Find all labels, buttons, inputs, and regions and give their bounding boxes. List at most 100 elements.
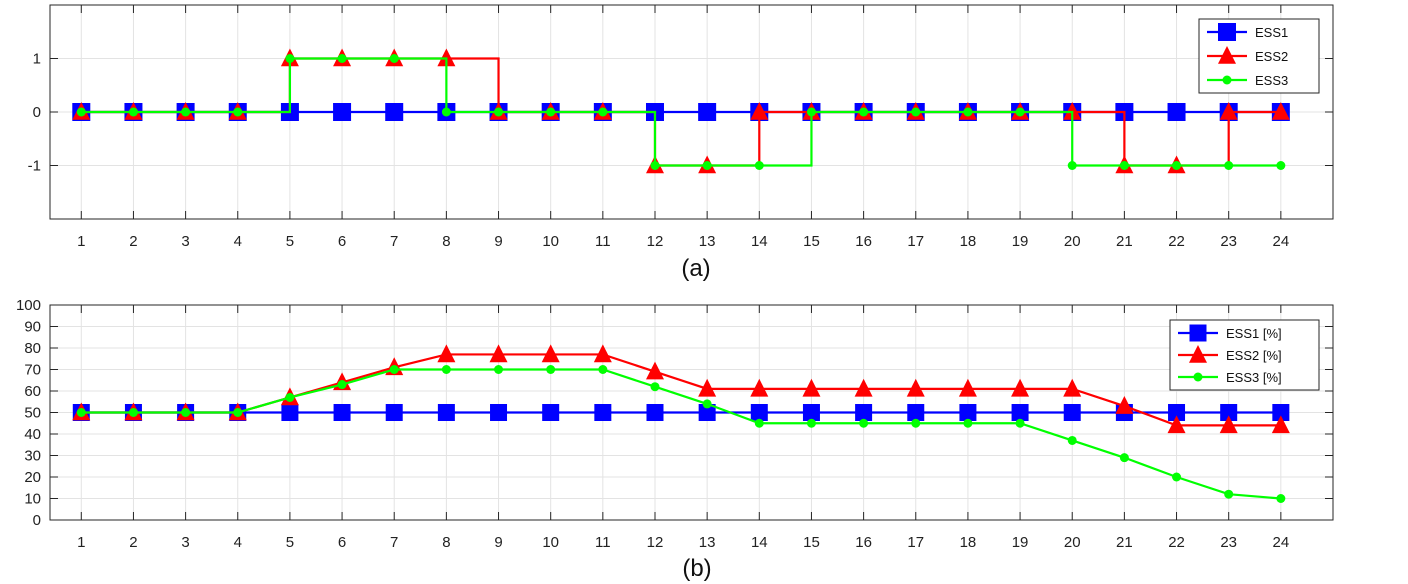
series-ess2 [72, 48, 1290, 174]
data-point [1220, 404, 1238, 421]
caption-b: (b) [682, 555, 711, 582]
data-point [750, 101, 769, 120]
x-tick-label: 10 [542, 534, 559, 551]
data-point [1015, 107, 1025, 117]
legend: ESS1 ESS2 ESS3 [1198, 18, 1320, 94]
y-tick-label: 40 [24, 426, 41, 443]
data-point [1276, 494, 1286, 503]
data-point [854, 378, 873, 397]
data-point [281, 404, 299, 421]
x-tick-label: 8 [442, 534, 450, 551]
data-point [1115, 396, 1134, 414]
data-point [1119, 453, 1129, 463]
x-tick-label: 3 [181, 534, 189, 551]
data-point [181, 408, 191, 417]
legend-marker [1189, 344, 1207, 363]
data-point [650, 161, 660, 170]
data-point [490, 404, 508, 421]
legend-marker [1193, 372, 1203, 382]
x-tick-label: 21 [1116, 233, 1133, 250]
data-point [285, 54, 295, 63]
data-point [698, 378, 717, 397]
x-tick-label: 23 [1220, 233, 1237, 250]
data-point [546, 107, 556, 117]
x-tick-label: 7 [390, 233, 398, 250]
data-point [441, 107, 451, 117]
y-tick-label: 30 [24, 448, 41, 465]
data-point [963, 107, 973, 117]
data-point [859, 107, 869, 117]
legend-label: ESS1 [%] [1226, 326, 1282, 341]
data-point [702, 161, 712, 170]
chart-panel-a: 1 2 3 4 5 6 7 8 9 10 11 12 13 14 15 16 17 18 19 20 21 22 23 24-… [28, 4, 1334, 250]
data-point [802, 404, 820, 421]
y-tick-label: 0 [33, 512, 41, 529]
x-tick-label: 1 [77, 233, 85, 250]
data-point [911, 107, 921, 117]
data-point [1167, 415, 1186, 434]
data-point [181, 107, 191, 117]
chart-panel-b: 1 2 3 4 5 6 7 8 9 10 11 12 13 14 15 16 17 18 19 20 21 22 23 240… [16, 297, 1334, 551]
data-point [1168, 404, 1186, 421]
data-point [859, 418, 869, 428]
data-point [906, 378, 925, 397]
data-point [645, 361, 664, 380]
data-point [1067, 161, 1077, 170]
y-tick-label: 0 [33, 104, 41, 121]
data-point [1067, 435, 1077, 445]
data-point [1172, 472, 1182, 482]
data-point [1011, 378, 1030, 397]
data-point [1276, 161, 1286, 170]
x-tick-label: 22 [1168, 534, 1185, 551]
x-tick-label: 9 [494, 534, 502, 551]
legend-label: ESS1 [1255, 25, 1288, 40]
data-point [494, 107, 504, 117]
data-point [646, 404, 664, 421]
y-tick-label: 10 [24, 491, 41, 508]
ticks: 1 2 3 4 5 6 7 8 9 10 11 12 13 14 15 16 17 18 19 20 21 22 23 24-… [28, 5, 1333, 250]
y-tick-label: 60 [24, 383, 41, 400]
x-tick-label: 14 [751, 534, 768, 551]
x-tick-label: 19 [1012, 233, 1029, 250]
data-point [389, 54, 399, 63]
x-tick-label: 4 [234, 534, 242, 551]
data-point [754, 161, 764, 170]
data-point [855, 404, 873, 421]
data-point [1119, 161, 1129, 170]
x-tick-label: 15 [803, 233, 820, 250]
x-tick-label: 24 [1273, 534, 1290, 551]
x-tick-label: 5 [286, 233, 294, 250]
y-tick-label: 70 [24, 362, 41, 379]
x-tick-label: 6 [338, 534, 346, 551]
data-point [128, 107, 138, 117]
y-tick-label: 80 [24, 340, 41, 357]
data-point [76, 107, 86, 117]
x-tick-label: 12 [647, 534, 664, 551]
data-point [1219, 101, 1238, 120]
data-point [1063, 378, 1082, 397]
y-tick-label: 20 [24, 469, 41, 486]
data-point [385, 404, 403, 421]
data-point [754, 418, 764, 428]
data-point [650, 382, 660, 392]
x-tick-label: 13 [699, 233, 716, 250]
data-point [911, 418, 921, 428]
data-point [546, 365, 556, 374]
legend-label: ESS3 [1255, 73, 1288, 88]
data-point [594, 404, 612, 421]
data-point [1272, 404, 1290, 421]
data-point [337, 380, 347, 390]
data-point [698, 103, 717, 121]
data-point [128, 408, 138, 417]
series-line [81, 353, 1281, 427]
data-point [1063, 101, 1082, 120]
data-point [593, 344, 612, 363]
data-point [541, 344, 560, 363]
x-tick-label: 18 [960, 534, 977, 551]
data-point [333, 404, 351, 421]
legend-marker [1218, 45, 1236, 64]
x-tick-label: 23 [1220, 534, 1237, 551]
legend-marker [1189, 324, 1207, 342]
legend-marker [1218, 23, 1236, 41]
data-point [385, 103, 404, 121]
